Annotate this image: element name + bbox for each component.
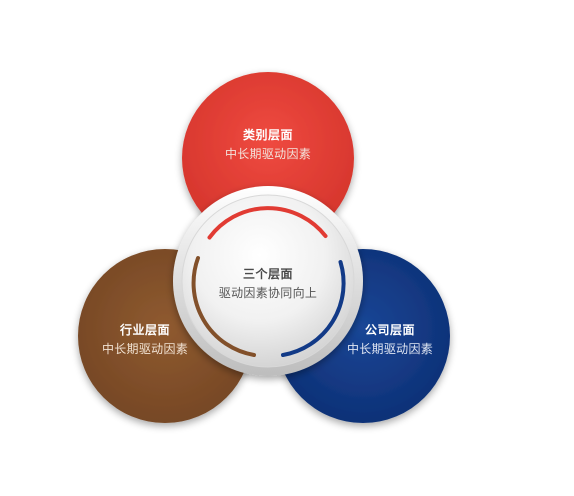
node-right-title: 公司层面 [364, 323, 416, 337]
center-arc-red [207, 206, 328, 240]
node-top-label: 类别层面 中长期驱动因素 [225, 129, 311, 160]
node-center-label: 三个层面 驱动因素协同向上 [219, 268, 317, 299]
center-arc-blue [281, 260, 346, 357]
node-right-subtitle: 中长期驱动因素 [346, 342, 434, 356]
node-top-title: 类别层面 [242, 128, 294, 142]
center-arc-brown [191, 256, 256, 357]
node-right-label: 公司层面 中长期驱动因素 [347, 324, 433, 355]
node-center-subtitle: 驱动因素协同向上 [218, 286, 318, 300]
node-left-title: 行业层面 [119, 323, 171, 337]
node-left-subtitle: 中长期驱动因素 [101, 342, 189, 356]
node-left-label: 行业层面 中长期驱动因素 [102, 324, 188, 355]
node-center-title: 三个层面 [242, 267, 293, 281]
center-circle [181, 194, 355, 368]
node-top-subtitle: 中长期驱动因素 [224, 147, 312, 161]
